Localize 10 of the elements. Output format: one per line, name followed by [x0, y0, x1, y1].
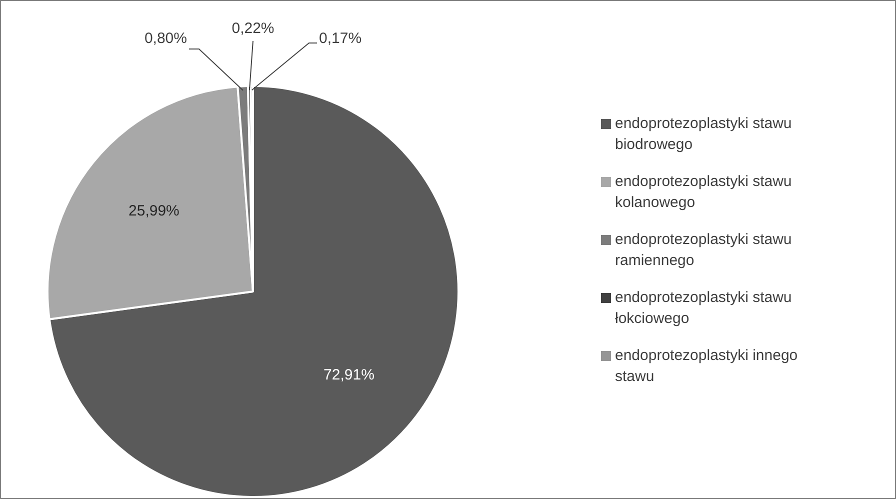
legend-label: endoprotezoplastyki stawu biodrowego: [615, 114, 793, 154]
legend-label: endoprotezoplastyki stawu łokciowego: [615, 288, 793, 328]
data-label: 25,99%: [128, 202, 180, 220]
data-label: 0,22%: [232, 20, 274, 38]
data-label: 0,80%: [144, 30, 187, 48]
legend-label: endoprotezoplastyki stawu kolanowego: [615, 172, 793, 212]
data-label: 0,17%: [319, 30, 362, 48]
legend-label: endoprotezoplastyki innego stawu: [615, 346, 799, 386]
legend-label: endoprotezoplastyki stawu ramiennego: [615, 230, 793, 270]
data-label: 72,91%: [324, 366, 374, 384]
